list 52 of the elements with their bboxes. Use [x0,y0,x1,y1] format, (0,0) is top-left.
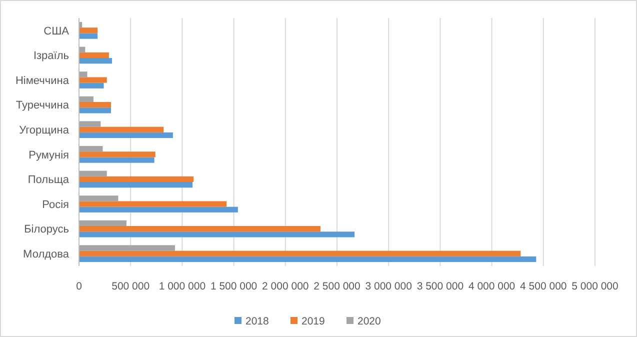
bar [79,58,112,64]
bar [79,232,355,238]
bar [79,182,193,188]
bar [79,33,98,39]
legend-label: 2020 [358,316,382,328]
x-tick-label: 2 500 000 [314,280,361,293]
y-tick-label: Німеччина [15,74,70,87]
bar [79,72,88,78]
bar [79,152,156,158]
bar [79,256,536,262]
y-tick-label: Туреччина [16,100,70,112]
bar [79,201,227,207]
bar [79,220,126,226]
x-tick-label: 0 [76,280,82,293]
x-tick-label: 1 000 000 [158,280,206,293]
legend-label: 2018 [246,316,270,328]
bar [79,108,111,114]
bar [79,126,164,132]
bar [79,146,103,152]
bar [79,250,521,256]
bar [79,121,101,127]
x-tick-label: 1 500 000 [210,280,258,293]
bar [79,226,320,232]
bar [79,206,238,212]
bar [79,82,104,88]
bar [79,52,109,58]
y-tick-label: США [44,25,70,38]
y-tick-label: Румунія [28,149,70,162]
bar [79,28,98,34]
bar [79,77,107,83]
bar [79,176,194,182]
y-tick-label: Білорусь [24,224,70,236]
x-tick-label: 2 000 000 [262,280,309,293]
bar [79,96,94,102]
bar [79,157,154,163]
legend-label: 2019 [302,316,326,328]
x-tick-label: 5 000 000 [572,280,619,293]
x-tick-label: 4 500 000 [520,280,567,293]
x-tick-label: 3 000 000 [365,280,412,293]
x-tick-label: 4 000 000 [468,280,516,293]
bar [79,196,118,202]
y-tick-label: Ізраїль [33,50,70,62]
y-tick-label: Молдова [23,248,70,260]
bar [79,245,175,251]
y-tick-label: Польща [28,174,70,186]
y-tick-label: Угорщина [19,124,70,136]
x-tick-label: 500 000 [112,280,150,293]
y-tick-label: Росія [42,198,70,211]
x-tick-label: 3 500 000 [416,280,464,293]
bar [79,132,173,138]
bar [79,102,111,108]
bar [79,170,107,176]
